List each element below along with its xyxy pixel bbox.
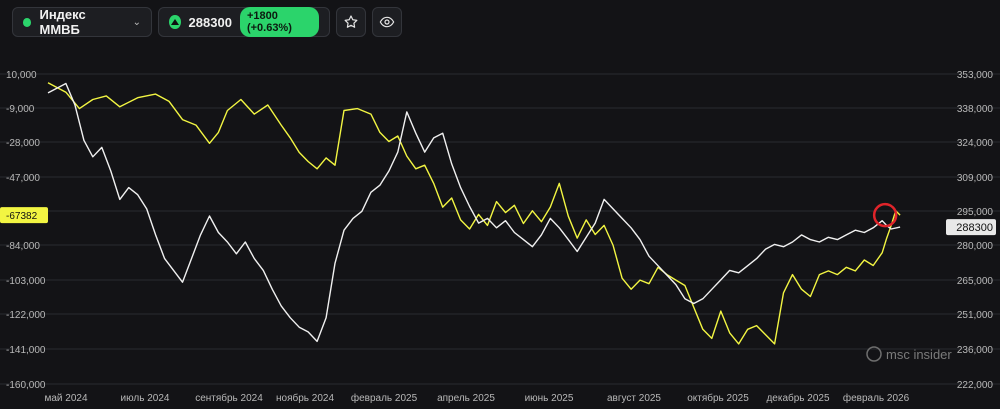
x-axis: май 2024 июль 2024 сентябрь 2024 ноябрь 202…: [44, 392, 909, 404]
watermark-logo-icon: [866, 346, 882, 362]
right-tick-label: 222,000: [957, 380, 994, 391]
left-tick-label: 10,000: [6, 70, 37, 81]
arrow-up-icon: [169, 15, 181, 29]
toolbar: Индекс ММВБ ⌄ 288300 +1800 (+0.63%): [12, 6, 402, 38]
x-tick-label: октябрь 2025: [687, 392, 749, 404]
eye-icon: [379, 16, 395, 28]
grid-lines: [0, 73, 1000, 385]
left-current-value: -67382: [6, 211, 38, 222]
x-tick-label: август 2025: [607, 393, 661, 404]
left-axis: 10,000-9,000-28,000-47,000-66,000-84,000…: [6, 70, 46, 391]
series-line-white: [47, 82, 901, 343]
status-dot: [23, 17, 32, 27]
watermark: msc insider: [866, 346, 952, 362]
star-icon: [344, 15, 358, 28]
overlays: -67382 288300: [0, 202, 996, 236]
current-price: 288300: [188, 14, 232, 30]
x-tick-label: сентябрь 2024: [195, 392, 263, 404]
left-tick-label: -103,000: [6, 276, 46, 287]
right-tick-label: 324,000: [957, 138, 994, 149]
left-tick-label: -122,000: [6, 310, 46, 321]
left-tick-label: -47,000: [6, 173, 40, 184]
left-current-badge: [0, 207, 48, 224]
left-tick-label: -28,000: [6, 138, 40, 149]
right-tick-label: 236,000: [957, 345, 994, 356]
right-axis: 353,000 338,000 324,000 309,000 295,000 280,0…: [957, 70, 994, 391]
right-tick-label: 251,000: [957, 310, 994, 321]
right-tick-label: 265,000: [957, 276, 994, 287]
x-tick-label: апрель 2025: [437, 393, 495, 404]
highlight-circle: [872, 202, 898, 228]
watch-button[interactable]: [372, 7, 402, 37]
x-tick-label: февраль 2025: [351, 392, 418, 404]
x-tick-label: ноябрь 2024: [276, 392, 334, 404]
left-tick-label: -141,000: [6, 345, 46, 356]
price-change-badge: +1800 (+0.63%): [239, 7, 319, 37]
left-tick-label: -84,000: [6, 241, 40, 252]
left-tick-label: -160,000: [6, 380, 46, 391]
price-display: 288300 +1800 (+0.63%): [158, 7, 330, 37]
series-line-yellow: [47, 82, 901, 345]
x-tick-label: декабрь 2025: [766, 392, 830, 404]
x-tick-label: февраль 2026: [843, 392, 910, 404]
left-tick-label: -9,000: [6, 104, 35, 115]
index-name: Индекс ММВБ: [39, 7, 86, 37]
right-tick-label: 309,000: [957, 173, 994, 184]
right-current-value: 288300: [956, 222, 993, 234]
favorite-button[interactable]: [336, 7, 366, 37]
x-tick-label: май 2024: [44, 393, 87, 404]
index-selector[interactable]: Индекс ММВБ ⌄: [12, 7, 152, 37]
right-tick-label: 295,000: [957, 207, 994, 218]
x-tick-label: июнь 2025: [525, 393, 574, 404]
x-tick-label: июль 2024: [121, 393, 170, 404]
right-tick-label: 280,000: [957, 241, 994, 252]
right-tick-label: 353,000: [957, 70, 994, 81]
watermark-text: msc insider: [886, 347, 952, 362]
chevron-down-icon: ⌄: [132, 16, 141, 28]
series-group: [47, 82, 901, 345]
right-tick-label: 338,000: [957, 104, 994, 115]
right-current-badge: [946, 219, 996, 236]
